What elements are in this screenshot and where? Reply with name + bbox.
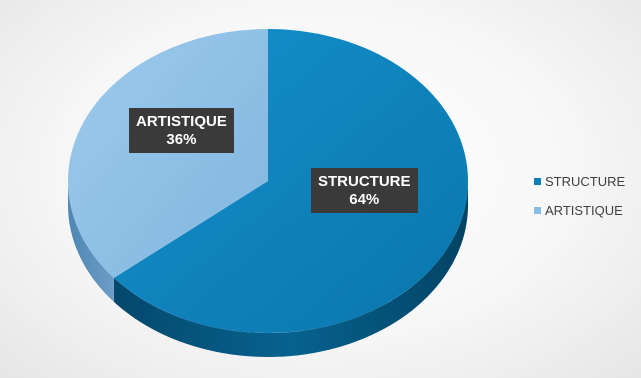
data-label-percent: 64% — [349, 191, 380, 208]
data-label-artistique: ARTISTIQUE 36% — [129, 108, 234, 153]
legend-entry-structure: STRUCTURE — [534, 172, 625, 190]
legend-swatch-structure — [534, 177, 541, 185]
legend-label: STRUCTURE — [545, 173, 626, 189]
legend-swatch-artistique — [534, 206, 541, 214]
data-label-category: STRUCTURE — [318, 173, 411, 190]
legend-label: ARTISTIQUE — [545, 202, 623, 218]
data-label-structure: STRUCTURE 64% — [311, 168, 418, 213]
legend: STRUCTURE ARTISTIQUE — [534, 172, 625, 230]
data-label-percent: 36% — [166, 131, 197, 148]
pie-slice-structure — [113, 29, 468, 333]
data-label-category: ARTISTIQUE — [136, 113, 227, 130]
pie-slice-artistique — [67, 29, 268, 278]
legend-entry-artistique: ARTISTIQUE — [534, 201, 625, 219]
pie-side-structure — [113, 181, 469, 357]
pie-side-artistique — [68, 181, 114, 302]
